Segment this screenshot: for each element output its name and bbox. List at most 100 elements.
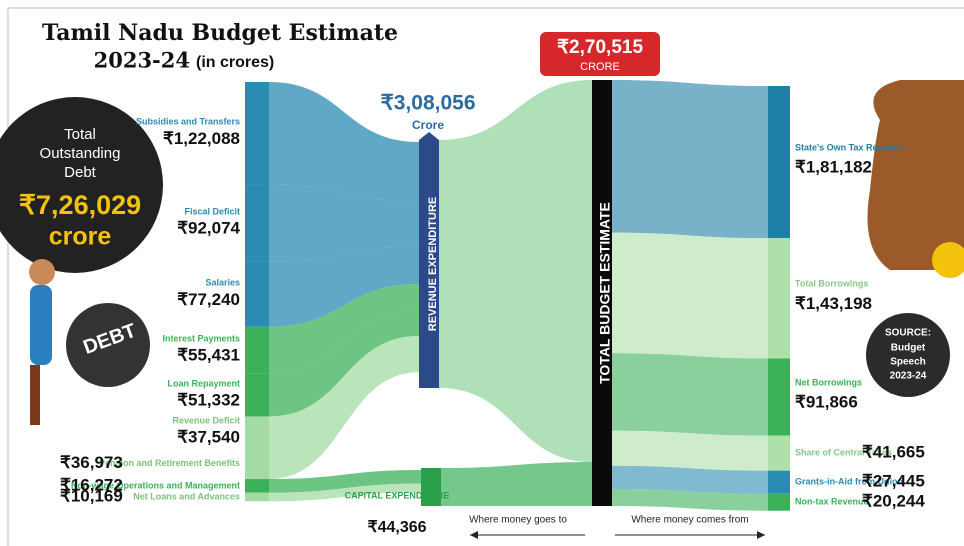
expenditure-value: ₹1,22,088: [163, 129, 240, 148]
expenditure-name: Fiscal Deficit: [184, 207, 240, 217]
expenditure-bar: [245, 479, 269, 493]
arrow-head: [757, 531, 765, 539]
flow: [612, 488, 768, 511]
receipt-name: Net Borrowings: [795, 377, 862, 387]
receipt-value: ₹1,43,198: [795, 294, 872, 313]
subtitle-unit: (in crores): [196, 54, 274, 71]
expenditure-bar: [245, 82, 269, 185]
receipt-name: Total Borrowings: [795, 279, 868, 289]
receipt-value: ₹41,665: [862, 443, 925, 462]
flow: [269, 82, 419, 202]
expenditure-bar: [245, 373, 269, 417]
capital-amount: ₹44,366: [367, 519, 426, 536]
subtitle: 2023-24: [94, 48, 190, 73]
expenditure-bar: [245, 447, 269, 480]
receipt-bar: [768, 470, 790, 494]
flow: [612, 80, 768, 239]
capital-bar: [421, 468, 441, 506]
flow: [269, 246, 419, 327]
flow: [269, 184, 419, 262]
total-label: TOTAL BUDGET ESTIMATE: [597, 202, 613, 384]
expenditure-bar: [245, 416, 269, 448]
flow: [439, 80, 592, 462]
debt-line: Debt: [64, 164, 97, 181]
flow: [269, 470, 421, 493]
debt-ball: [66, 303, 150, 387]
arrow-label: Where money goes to: [469, 515, 567, 526]
expenditure-bar: [245, 184, 269, 262]
revenue-amount: ₹3,08,056: [380, 92, 475, 115]
revenue-bar-tip: [419, 132, 439, 140]
expenditure-value: ₹36,973: [60, 453, 123, 472]
revenue-unit: Crore: [412, 118, 444, 132]
source-line: 2023-24: [890, 371, 927, 382]
source-line: SOURCE:: [885, 328, 931, 339]
receipt-value: ₹91,866: [795, 393, 858, 412]
debt-line: Total: [64, 126, 96, 143]
expenditure-value: ₹51,332: [177, 390, 240, 409]
total-unit: CRORE: [580, 61, 620, 73]
flows: [269, 80, 768, 511]
total-amount: ₹2,70,515: [557, 37, 643, 58]
expenditure-value: ₹16,272: [60, 475, 123, 494]
receipt-bar: [768, 435, 790, 471]
debt-amount: ₹7,26,029: [19, 190, 141, 220]
receipt-name: State's Own Tax Revenue: [795, 142, 904, 152]
receipt-name: Non-tax Revenue: [795, 497, 869, 507]
source-line: Budget: [891, 343, 926, 354]
flow: [612, 430, 768, 471]
receipt-bar: [768, 493, 790, 511]
expenditure-name: Subsidies and Transfers: [136, 117, 240, 127]
money-bag: [867, 80, 964, 270]
expenditure-bar: [245, 326, 269, 374]
revenue-bar: [419, 140, 439, 388]
expenditure-value: ₹92,074: [177, 219, 240, 238]
expenditure-name: Interest Payments: [162, 333, 240, 343]
expenditure-name: Non-wage Operations and Management: [71, 480, 240, 490]
capital-label: CAPITAL EXPENDITURE: [345, 490, 450, 500]
revenue-label: REVENUE EXPENDITURE: [427, 197, 439, 331]
total-bar: [592, 80, 612, 506]
flow: [269, 283, 419, 374]
arrow-head: [470, 531, 478, 539]
receipt-value: ₹27,445: [862, 472, 925, 491]
source-circle: [866, 313, 950, 397]
flow: [269, 310, 419, 417]
person-head: [29, 259, 55, 285]
flow: [269, 335, 419, 448]
person-leg: [30, 365, 40, 425]
title: Tamil Nadu Budget Estimate: [42, 20, 398, 46]
debt-circle: [0, 97, 163, 273]
flow: [612, 465, 768, 494]
expenditure-bar: [245, 261, 269, 327]
debt-line: Outstanding: [40, 145, 121, 162]
receipt-bar: [768, 358, 790, 436]
person: [30, 285, 52, 365]
expenditure-value: ₹10,169: [60, 486, 123, 505]
receipt-value: ₹20,244: [862, 492, 925, 511]
receipt-name: Grants-in-Aid from Union: [795, 477, 903, 487]
debt-unit: crore: [49, 223, 112, 251]
flow: [612, 232, 768, 359]
expenditure-bar: [245, 492, 269, 502]
expenditure-name: Salaries: [205, 278, 240, 288]
arrow-label: Where money comes from: [631, 515, 748, 526]
receipt-bar: [768, 86, 790, 239]
flow: [612, 353, 768, 436]
expenditure-name: Pension and Retirement Benefits: [99, 458, 240, 468]
coin: [932, 242, 964, 278]
expenditure-value: ₹55,431: [177, 346, 240, 365]
expenditure-value: ₹37,540: [177, 428, 240, 447]
receipt-value: ₹1,81,182: [795, 158, 872, 177]
receipt-bar: [768, 238, 790, 359]
expenditure-value: ₹77,240: [177, 290, 240, 309]
expenditure-name: Net Loans and Advances: [133, 491, 240, 501]
receipt-name: Share of Central Taxes: [795, 448, 892, 458]
expenditure-name: Revenue Deficit: [172, 416, 240, 426]
total-box: [540, 32, 660, 76]
flow: [269, 483, 421, 502]
flow: [441, 462, 592, 506]
expenditure-name: Loan Repayment: [167, 378, 240, 388]
flow: [269, 354, 419, 480]
